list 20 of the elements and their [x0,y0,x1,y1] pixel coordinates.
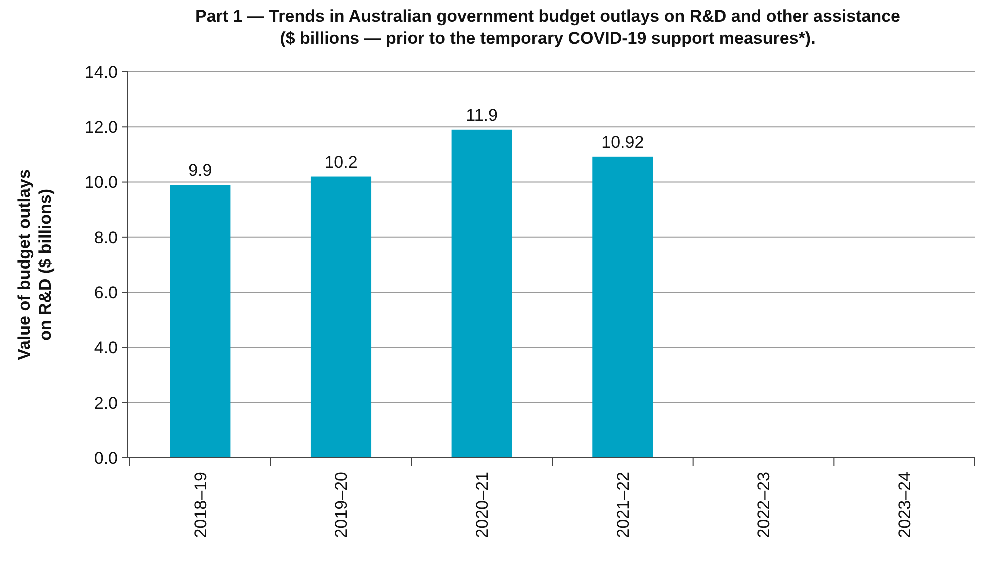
y-tick-label: 8.0 [94,228,118,248]
data-label: 9.9 [188,161,212,180]
x-tick-label: 2023–24 [896,472,915,538]
y-tick-label: 10.0 [84,173,118,192]
x-tick-label: 2022–23 [754,472,774,538]
y-tick-label: 6.0 [94,284,118,303]
x-tick-label: 2021–22 [614,472,633,538]
data-label: 11.9 [466,106,498,125]
data-label: 10.2 [324,152,358,172]
y-tick-label: 12.0 [84,118,118,138]
y-tick-label: 14.0 [84,62,118,82]
chart-title: Part 1 — Trends in Australian government budget outlays on R&D and other assistance ($ billions — prior to the temporary COVID-19 support measures*). [195,7,901,48]
y-tick-label: 0.0 [94,448,118,468]
y-axis-title: Value of budget outlays on R&D ($ billions) [15,170,55,360]
x-tick-label: 2020–21 [473,472,492,538]
y-tick-label: 2.0 [94,394,118,413]
x-tick-label: 2019–20 [332,472,352,538]
y-tick-label: 4.0 [94,338,118,358]
data-label: 10.92 [602,132,644,152]
x-tick-label: 2018–19 [191,472,210,538]
